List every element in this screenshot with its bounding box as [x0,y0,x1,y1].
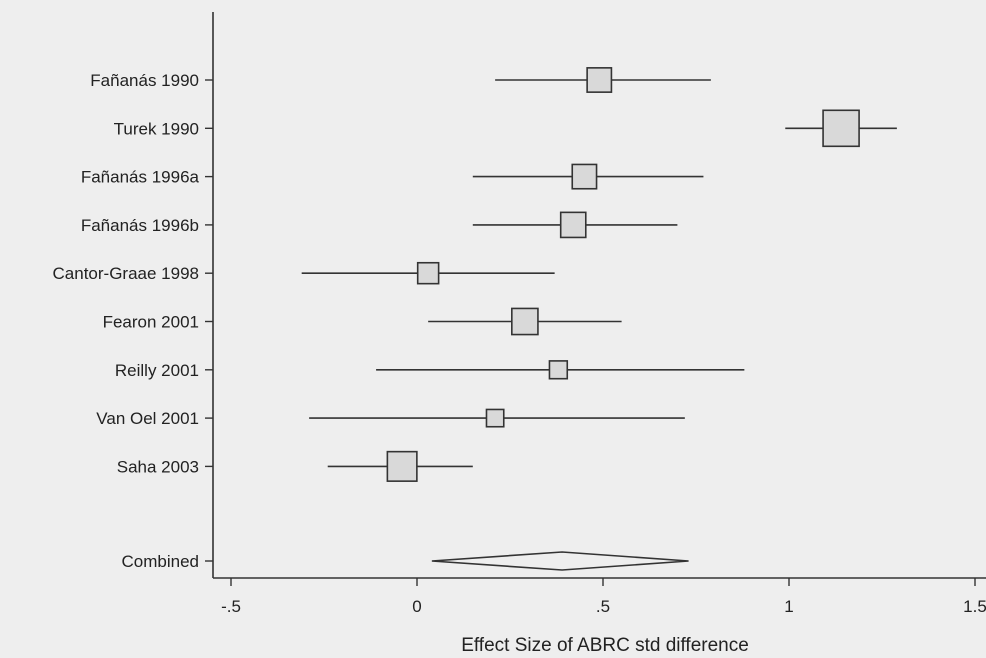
effect-size-box [822,109,860,148]
study-label: Cantor-Graae 1998 [53,264,199,283]
effect-size-box [416,261,440,285]
axis-ticks [205,79,976,586]
study-label: Fañanás 1996a [81,168,200,187]
effect-size-box [485,408,505,428]
effect-size-box [559,211,587,239]
study-label: Reilly 2001 [115,361,199,380]
effect-size-box [571,163,598,190]
x-tick-label: 1.5 [963,597,986,616]
confidence-intervals [301,79,897,468]
effect-markers [386,67,860,571]
x-tick-label: 0 [412,597,421,616]
x-tick-label: 1 [784,597,793,616]
study-label: Saha 2003 [117,457,199,476]
effect-size-box [586,67,613,93]
study-label: Fearon 2001 [103,313,199,332]
x-axis-title: Effect Size of ABRC std difference [461,635,749,656]
effect-size-box [511,307,539,336]
study-label: Fañanás 1990 [90,71,199,90]
effect-size-box [548,360,569,380]
x-tick-label: -.5 [221,597,241,616]
study-label: Van Oel 2001 [96,409,199,428]
combined-label: Combined [122,552,200,571]
study-label: Turek 1990 [114,119,199,138]
x-tick-label: .5 [596,597,610,616]
study-labels: -.5 0 .5 1 1.5 Fañanás 1990 Turek 1990 Fañanás … [53,71,986,616]
effect-size-box [386,450,418,482]
combined-effect-diamond [431,551,689,571]
study-label: Fañanás 1996b [81,216,199,235]
